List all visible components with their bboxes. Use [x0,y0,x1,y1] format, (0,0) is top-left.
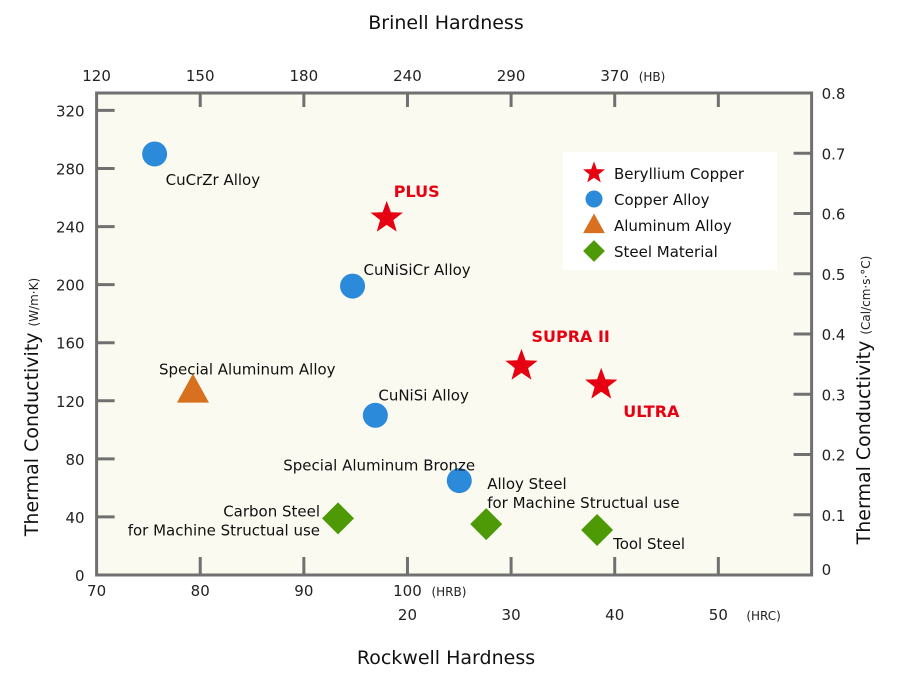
data-label: Tool Steel [612,535,685,553]
y-left-tick-label: 200 [56,277,85,295]
copper-marker [446,468,472,494]
y-left-unit: (W/m·K) [27,278,41,327]
legend-item-copper: Copper Alloy [585,190,710,209]
top-axis-title: Brinell Hardness [368,12,523,34]
x-hrc-tick-label: 20 [398,606,417,624]
data-label: for Machine Structual use [128,521,320,539]
y-left-tick-label: 280 [56,160,85,178]
legend-item-beryllium: Beryllium Copper [583,161,745,183]
data-point-aluminum: Special Aluminum Alloy [159,361,336,403]
data-label: Carbon Steel [223,502,320,520]
data-point-copper: CuNiSi Alloy [362,386,469,428]
steel-marker [470,508,503,541]
x-top-tick-label: 240 [393,67,422,85]
beryllium-marker [505,348,538,380]
x-hrc-tick-label: 40 [605,606,624,624]
y-right-tick-label: 0.7 [822,145,846,163]
x-hrb-tick-label: 80 [191,582,210,600]
aluminum-marker [176,373,209,403]
legend: Beryllium Copper Copper Alloy Aluminum All… [563,152,777,270]
y-right-tick-label: 0.4 [822,326,846,344]
y-right-tick-label: 0.5 [822,266,846,284]
y-right-tick-label: 0.8 [822,85,846,103]
y-left-axis-title: Thermal Conductivity (W/m·K) [21,278,43,537]
legend-label: Copper Alloy [614,191,710,209]
beryllium-legend-icon [583,161,605,183]
data-label: CuCrZr Alloy [166,171,261,189]
data-point-steel: Tool Steel [581,513,685,553]
steel-marker [322,502,355,535]
x-hrc-tick-label: 30 [502,606,521,624]
x-hrb-unit: (HRB) [431,585,466,599]
y-right-title-text: Thermal Conductivity [853,341,875,546]
x-top-tick-label: 370 [600,67,629,85]
legend-item-steel: Steel Material [583,240,718,262]
y-left-tick-label: 240 [56,219,85,237]
copper-marker [142,141,168,167]
beryllium-marker [585,367,618,399]
x-hrb-tick-label: 100 [393,582,422,600]
y-right-tick-label: 0 [822,561,832,579]
y-left-tick-label: 0 [75,567,85,585]
x-axis-title: Rockwell Hardness [357,647,535,669]
legend-label: Steel Material [614,243,718,261]
legend-label: Beryllium Copper [614,165,745,183]
copper-legend-icon [585,190,603,208]
data-label: Alloy Steel [487,475,566,493]
x-top-unit: (HB) [639,70,666,84]
x-top-tick-label: 290 [497,67,526,85]
data-label: Special Aluminum Alloy [159,361,336,379]
data-point-beryllium: ULTRA [585,367,680,421]
x-hrc-unit: (HRC) [746,609,781,623]
y-right-unit: (Cal/cm·s·°C) [859,256,873,335]
legend-label: Aluminum Alloy [614,217,732,235]
aluminum-legend-icon [583,213,605,234]
steel-marker [581,513,614,546]
y-left-tick-label: 40 [66,509,85,527]
steel-legend-icon [583,240,605,262]
y-right-tick-label: 0.6 [822,206,846,224]
data-point-copper: Special Aluminum Bronze [283,457,475,494]
legend-item-aluminum: Aluminum Alloy [583,213,732,235]
y-right-tick-label: 0.2 [822,447,846,465]
data-label: Special Aluminum Bronze [283,457,475,475]
copper-marker [340,273,366,299]
data-label: for Machine Structual use [487,494,679,512]
y-left-tick-label: 120 [56,393,85,411]
data-point-copper: CuCrZr Alloy [142,141,260,189]
data-label: CuNiSiCr Alloy [364,261,471,279]
y-right-tick-label: 0.3 [822,386,846,404]
x-hrb-tick-label: 70 [87,582,106,600]
x-top-tick-label: 180 [290,67,319,85]
x-hrb-tick-label: 90 [294,582,313,600]
y-right-axis-title: Thermal Conductivity (Cal/cm·s·°C) [853,256,875,546]
x-top-tick-label: 120 [82,67,111,85]
data-point-beryllium: PLUS [370,182,440,232]
y-left-tick-label: 320 [56,102,85,120]
beryllium-marker [370,200,403,232]
y-left-title-text: Thermal Conductivity [21,332,43,537]
data-label: PLUS [394,182,440,201]
y-right-tick-label: 0.1 [822,507,846,525]
copper-marker [362,402,388,428]
y-left-tick-label: 80 [66,451,85,469]
data-label: ULTRA [623,402,680,421]
data-point-beryllium: SUPRA II [505,327,610,380]
data-point-copper: CuNiSiCr Alloy [340,261,471,299]
x-top-tick-label: 150 [186,67,215,85]
y-left-tick-label: 160 [56,335,85,353]
data-label: SUPRA II [531,327,609,346]
data-label: CuNiSi Alloy [378,386,469,404]
x-hrc-tick-label: 50 [709,606,728,624]
